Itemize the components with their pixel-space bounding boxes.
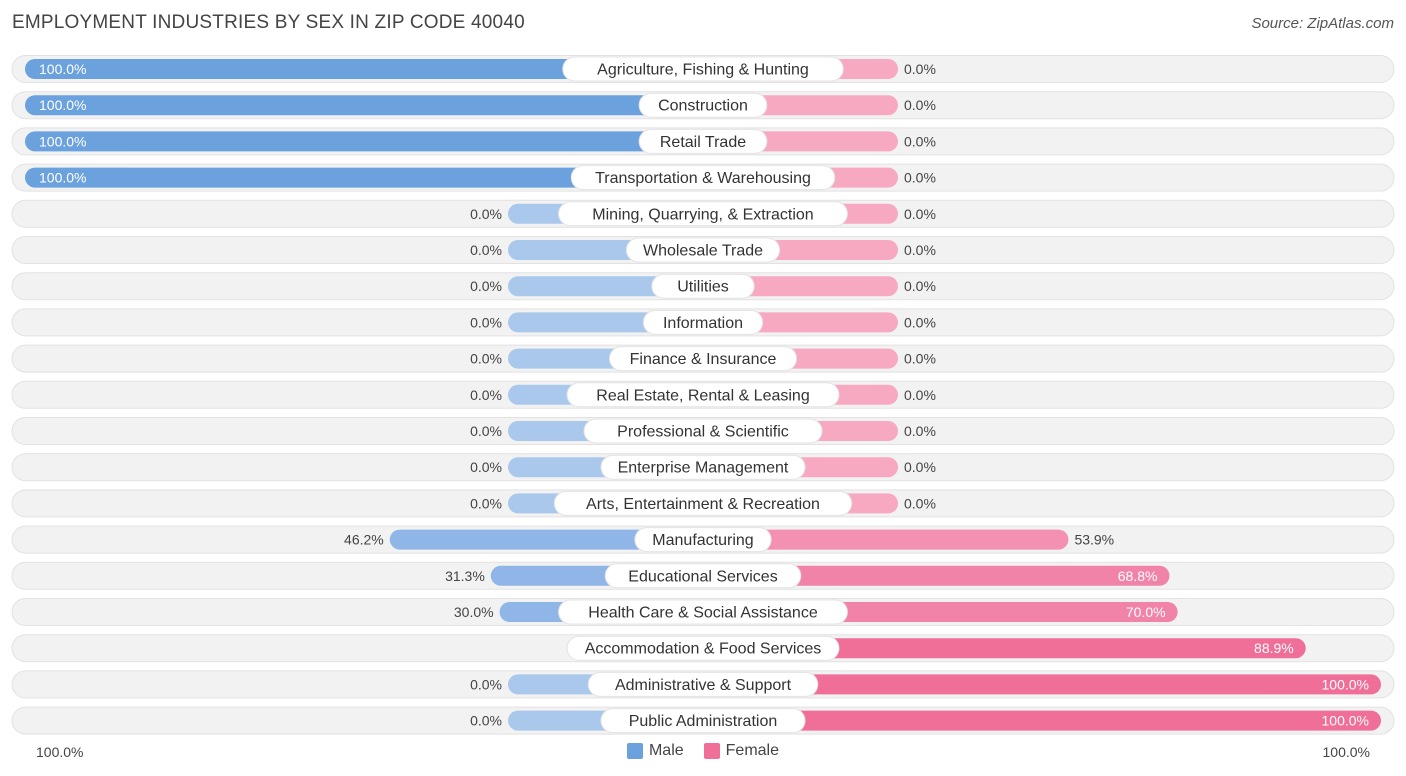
category-label-administrative-support: Administrative & Support (615, 677, 792, 694)
axis-right-label: 100.0% (1322, 744, 1370, 760)
category-label-finance-insurance: Finance & Insurance (630, 351, 777, 368)
category-label-mining-quarrying-extraction: Mining, Quarrying, & Extraction (592, 206, 813, 223)
value-female-administrative-support: 100.0% (1322, 676, 1369, 692)
bar-female-public-administration (703, 710, 1381, 731)
category-pill-mining-quarrying-extraction (558, 201, 848, 227)
bar-female-manufacturing (703, 529, 1069, 550)
category-label-arts-entertainment-recreation: Arts, Entertainment & Recreation (586, 496, 820, 513)
source-note: Source: ZipAtlas.com (1251, 15, 1394, 32)
category-pill-utilities (651, 273, 755, 299)
axis-left-label: 100.0% (36, 744, 84, 760)
value-female-educational-services: 68.8% (1118, 568, 1158, 584)
category-pill-administrative-support (587, 671, 819, 697)
value-female-health-care-social-assistance: 70.0% (1126, 604, 1166, 620)
value-male-wholesale-trade: 0.0% (470, 242, 502, 258)
chart-area: 100.0% 0.0% Agriculture, Fishing & Hunting… (11, 55, 1395, 735)
value-female-professional-scientific: 0.0% (904, 423, 936, 439)
bar-male-manufacturing (389, 529, 703, 550)
category-pill-manufacturing (634, 527, 772, 553)
legend-item-male[interactable]: Male (626, 742, 684, 760)
category-pill-wholesale-trade (625, 237, 781, 263)
value-female-arts-entertainment-recreation: 0.0% (904, 495, 936, 511)
value-male-finance-insurance: 0.0% (470, 351, 502, 367)
value-male-enterprise-management: 0.0% (470, 459, 502, 475)
category-pill-information (642, 309, 764, 335)
value-female-finance-insurance: 0.0% (904, 351, 936, 367)
category-pill-transportation-warehousing (570, 165, 836, 191)
legend-label-male: Male (648, 742, 684, 759)
legend-label-female: Female (725, 742, 780, 759)
value-male-manufacturing: 46.2% (344, 532, 384, 548)
category-label-real-estate-rental-leasing: Real Estate, Rental & Leasing (596, 387, 809, 404)
value-female-manufacturing: 53.9% (1074, 532, 1114, 548)
legend: Male Female (0, 742, 1406, 760)
bar-male-transportation-warehousing (25, 167, 703, 188)
category-label-accommodation-food-services: Accommodation & Food Services (585, 641, 822, 658)
category-pill-educational-services (604, 563, 802, 589)
legend-swatch-female (703, 743, 720, 759)
value-female-enterprise-management: 0.0% (904, 459, 936, 475)
category-pill-agriculture-fishing-hunting (562, 56, 844, 82)
value-female-utilities: 0.0% (904, 278, 936, 294)
category-pill-public-administration (600, 708, 806, 734)
value-female-wholesale-trade: 0.0% (904, 242, 936, 258)
value-female-information: 0.0% (904, 314, 936, 330)
bar-female-administrative-support (703, 674, 1381, 695)
value-male-administrative-support: 0.0% (470, 676, 502, 692)
legend-swatch-male (626, 743, 643, 759)
bar-female-educational-services (703, 565, 1170, 586)
value-male-educational-services: 31.3% (445, 568, 485, 584)
category-label-retail-trade: Retail Trade (660, 134, 746, 151)
category-label-manufacturing: Manufacturing (652, 532, 753, 549)
value-female-agriculture-fishing-hunting: 0.0% (904, 61, 936, 77)
category-label-professional-scientific: Professional & Scientific (617, 424, 789, 441)
category-pill-arts-entertainment-recreation (553, 490, 853, 516)
category-pill-construction (638, 92, 768, 118)
category-pill-finance-insurance (608, 346, 798, 372)
category-pill-health-care-social-assistance (558, 599, 848, 625)
category-label-agriculture-fishing-hunting: Agriculture, Fishing & Hunting (597, 62, 809, 79)
value-male-mining-quarrying-extraction: 0.0% (470, 206, 502, 222)
category-pill-real-estate-rental-leasing (566, 382, 840, 408)
value-male-professional-scientific: 0.0% (470, 423, 502, 439)
category-pill-retail-trade (638, 128, 768, 154)
category-label-educational-services: Educational Services (628, 568, 777, 585)
value-male-utilities: 0.0% (470, 278, 502, 294)
category-label-wholesale-trade: Wholesale Trade (643, 243, 763, 260)
value-male-retail-trade: 100.0% (39, 133, 86, 149)
value-male-arts-entertainment-recreation: 0.0% (470, 495, 502, 511)
value-female-mining-quarrying-extraction: 0.0% (904, 206, 936, 222)
value-female-construction: 0.0% (904, 97, 936, 113)
category-pill-professional-scientific (583, 418, 823, 444)
bar-male-agriculture-fishing-hunting (25, 59, 703, 79)
value-male-health-care-social-assistance: 30.0% (454, 604, 494, 620)
value-male-public-administration: 0.0% (470, 713, 502, 729)
value-female-transportation-warehousing: 0.0% (904, 170, 936, 186)
value-male-construction: 100.0% (39, 97, 86, 113)
category-label-information: Information (663, 315, 743, 332)
category-label-enterprise-management: Enterprise Management (618, 460, 789, 477)
value-female-real-estate-rental-leasing: 0.0% (904, 387, 936, 403)
category-pill-accommodation-food-services (566, 635, 840, 661)
value-male-agriculture-fishing-hunting: 100.0% (39, 61, 86, 77)
value-female-accommodation-food-services: 88.9% (1254, 640, 1294, 656)
category-label-transportation-warehousing: Transportation & Warehousing (595, 170, 811, 187)
category-label-public-administration: Public Administration (629, 713, 778, 730)
bar-male-construction (25, 95, 703, 116)
category-label-construction: Construction (658, 98, 748, 115)
legend-item-female[interactable]: Female (703, 742, 780, 760)
category-label-health-care-social-assistance: Health Care & Social Assistance (588, 605, 818, 622)
value-male-information: 0.0% (470, 314, 502, 330)
value-female-retail-trade: 0.0% (904, 133, 936, 149)
value-male-transportation-warehousing: 100.0% (39, 170, 86, 186)
category-label-utilities: Utilities (677, 279, 729, 296)
bar-male-retail-trade (25, 131, 703, 152)
chart-title: EMPLOYMENT INDUSTRIES BY SEX IN ZIP CODE… (12, 12, 525, 33)
value-female-public-administration: 100.0% (1322, 713, 1369, 729)
bar-female-accommodation-food-services (703, 638, 1306, 659)
category-pill-enterprise-management (600, 454, 806, 480)
value-male-real-estate-rental-leasing: 0.0% (470, 387, 502, 403)
